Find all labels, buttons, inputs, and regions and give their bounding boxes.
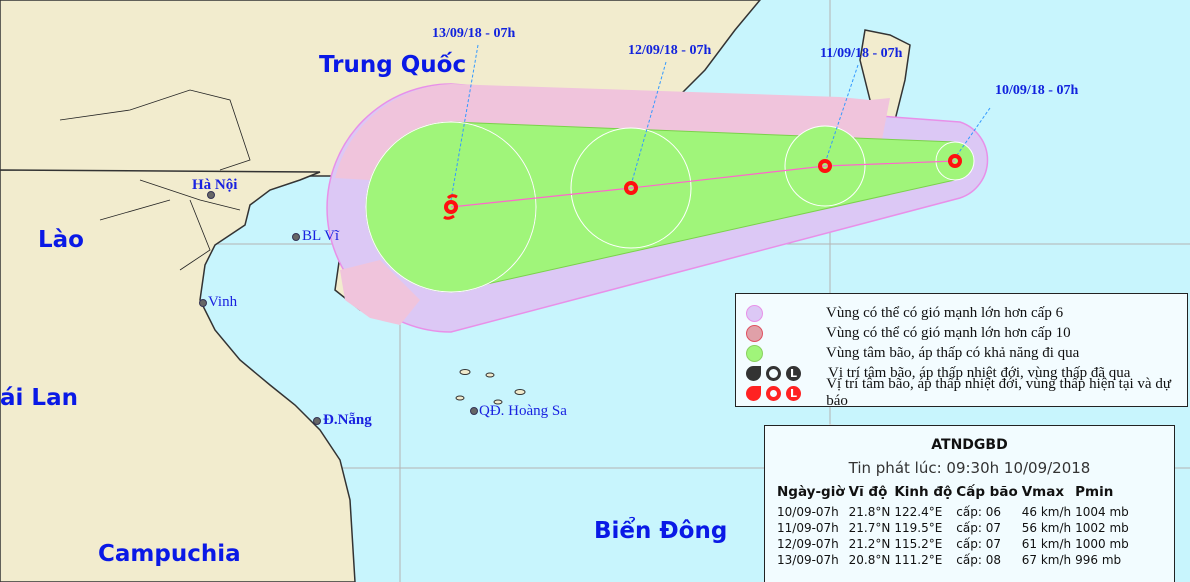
country-label-laos: Lào — [38, 227, 84, 253]
track-date-label: 12/09/18 - 07h — [628, 43, 712, 58]
table-cell: 1000 mb — [1075, 537, 1129, 551]
country-label-thailand: ái Lan — [0, 385, 78, 411]
col-header: Cấp bão — [956, 484, 1018, 500]
indochina-land — [0, 169, 356, 582]
table-cell: cấp: 08 — [956, 553, 1001, 567]
legend-text: Vị trí tâm bão, áp thấp nhiệt đới, vùng … — [826, 376, 1171, 409]
table-cell: 119.5°E — [894, 521, 943, 535]
map-legend: Vùng có thể có gió mạnh lớn hơn cấp 6 Vù… — [735, 293, 1188, 409]
city-label-hoang-sa: QĐ. Hoàng Sa — [479, 403, 567, 419]
storm-info-box: ATNDGBD Tin phát lúc: 09:30h 10/09/2018 … — [764, 425, 1175, 582]
table-cell: 115.2°E — [894, 537, 943, 551]
col-header: Vmax — [1021, 484, 1065, 500]
red-circle-icon — [746, 324, 763, 342]
table-cell: 1002 mb — [1075, 521, 1129, 535]
legend-text: Vị trí tâm bão, áp thấp nhiệt đới, vùng … — [828, 364, 1131, 381]
table-cell: 996 mb — [1075, 553, 1122, 567]
legend-text: Vùng tâm bão, áp thấp có khả năng đi qua — [826, 344, 1080, 361]
table-cell: cấp: 07 — [956, 537, 1001, 551]
issued-time: Tin phát lúc: 09:30h 10/09/2018 — [848, 459, 1091, 477]
col-header: Kinh độ — [894, 484, 953, 500]
table-cell: 61 km/h — [1021, 537, 1072, 551]
table-row: 12/09-07h 21.2°N 115.2°E cấp: 07 61 km/h 1000… — [775, 536, 1131, 552]
table-row: 11/09-07h 21.7°N 119.5°E cấp: 07 56 km/h 1002… — [775, 520, 1131, 536]
col-header: Ngày-giờ — [777, 484, 845, 500]
forecast-position-icon — [948, 154, 962, 168]
sea-label-bien-dong: Biển Đông — [594, 518, 728, 544]
forecast-position-icon — [624, 181, 638, 195]
country-label-cambodia: Campuchia — [98, 541, 241, 567]
paracel-islands — [455, 369, 526, 405]
track-date-label: 10/09/18 - 07h — [995, 83, 1079, 98]
table-cell: 21.7°N — [848, 521, 891, 535]
table-cell: 56 km/h — [1021, 521, 1072, 535]
city-label-da-nang: Đ.Nẵng — [323, 412, 372, 428]
table-cell: cấp: 06 — [956, 505, 1001, 519]
storm-icon — [746, 385, 761, 401]
col-header: Vĩ độ — [848, 484, 888, 500]
table-cell: 111.2°E — [894, 553, 943, 567]
low-pressure-icon: L — [786, 385, 801, 401]
storm-symbol-icon — [444, 200, 458, 214]
city-label-bach-long-vi: BL Vĩ — [302, 228, 340, 244]
black-storm-icons: L — [746, 365, 816, 381]
col-header: Pmin — [1075, 484, 1114, 500]
table-cell: 10/09-07h — [777, 505, 839, 519]
table-cell: 11/09-07h — [777, 521, 839, 535]
table-row: 13/09-07h 20.8°N 111.2°E cấp: 08 67 km/h 996 … — [775, 552, 1131, 568]
zone-level-10 — [335, 84, 890, 180]
track-date-label: 11/09/18 - 07h — [820, 46, 903, 61]
forecast-table: Ngày-giờ Vĩ độ Kinh độ Cấp bão Vmax Pmin… — [775, 484, 1131, 568]
label-leaders — [450, 44, 991, 201]
province-borders — [59, 89, 251, 271]
city-markers — [199, 191, 478, 425]
legend-text: Vùng có thể có gió mạnh lớn hơn cấp 6 — [826, 304, 1064, 321]
country-label-china: Trung Quốc — [319, 52, 467, 78]
city-label-hanoi: Hà Nội — [192, 177, 238, 193]
red-storm-icons: L — [746, 385, 814, 401]
legend-text: Vùng có thể có gió mạnh lớn hơn cấp 10 — [826, 324, 1071, 341]
table-cell: 13/09-07h — [777, 553, 839, 567]
depression-icon — [766, 385, 781, 401]
low-pressure-icon: L — [786, 365, 801, 381]
table-cell: 1004 mb — [1075, 505, 1129, 519]
table-cell: 12/09-07h — [777, 537, 839, 551]
purple-circle-icon — [746, 304, 763, 322]
depression-icon — [766, 365, 781, 381]
info-title: ATNDGBD — [931, 437, 1008, 453]
table-cell: 21.8°N — [848, 505, 891, 519]
forecast-position-icon — [818, 159, 832, 173]
table-cell: 21.2°N — [848, 537, 891, 551]
table-cell: 46 km/h — [1021, 505, 1072, 519]
storm-icon — [746, 365, 761, 381]
table-cell: cấp: 07 — [956, 521, 1001, 535]
green-circle-icon — [746, 344, 763, 362]
city-label-vinh: Vinh — [208, 294, 238, 310]
table-cell: 67 km/h — [1021, 553, 1072, 567]
track-cone — [365, 121, 975, 293]
track-date-label: 13/09/18 - 07h — [432, 26, 516, 41]
zone-level-10-south — [340, 260, 420, 325]
storm-positions — [443, 154, 962, 220]
table-cell: 20.8°N — [848, 553, 891, 567]
track-line — [450, 160, 956, 208]
table-row: 10/09-07h 21.8°N 122.4°E cấp: 06 46 km/h 1004… — [775, 504, 1131, 520]
table-cell: 122.4°E — [894, 505, 943, 519]
storm-tail-icon — [443, 194, 458, 220]
